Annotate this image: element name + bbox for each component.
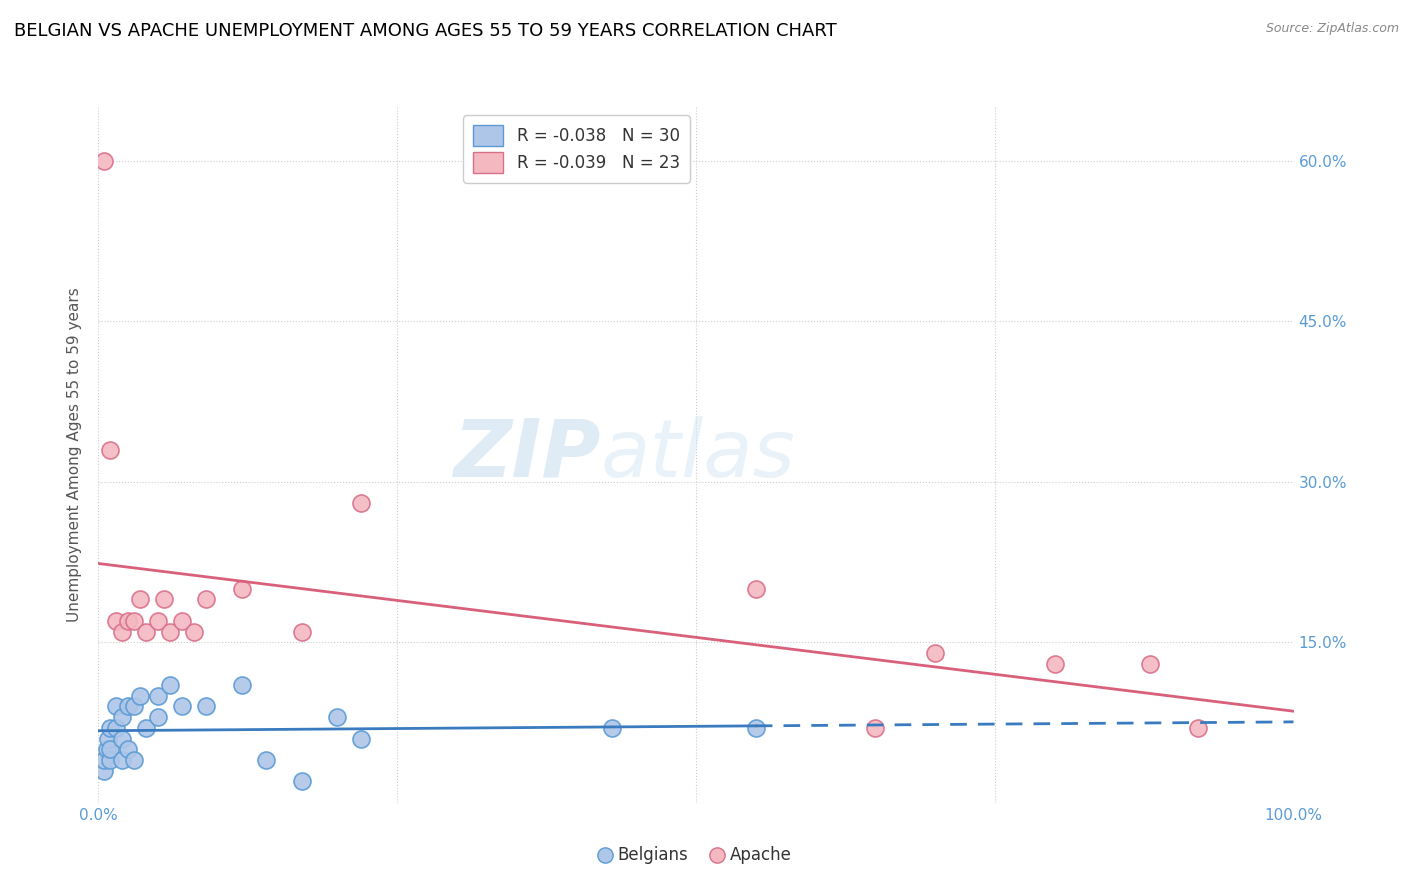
Point (117, 699, 139, 714)
Point (129, 689, 152, 703)
Point (105, 614, 128, 628)
Legend: Belgians, Apache: Belgians, Apache (593, 839, 799, 871)
Point (124, 699, 146, 714)
Point (231, 582, 253, 596)
Point (98, 742, 122, 756)
Point (350, 731, 373, 746)
Point (96, 742, 118, 756)
Point (159, 624, 181, 639)
Point (105, 721, 128, 735)
Point (129, 592, 152, 607)
Point (602, 721, 624, 735)
Point (111, 624, 134, 639)
Point (124, 614, 146, 628)
Point (98, 442, 122, 457)
Point (153, 592, 176, 607)
Point (135, 624, 157, 639)
Text: Source: ZipAtlas.com: Source: ZipAtlas.com (1265, 22, 1399, 36)
Point (98, 721, 122, 735)
Point (148, 614, 170, 628)
Point (135, 721, 157, 735)
Point (172, 699, 194, 714)
Point (93, 764, 115, 778)
Point (93, 753, 115, 767)
Point (98, 753, 122, 767)
Point (117, 742, 139, 756)
Point (1139, 657, 1161, 671)
Point (148, 710, 170, 724)
Point (194, 592, 218, 607)
Point (117, 614, 139, 628)
Point (254, 753, 277, 767)
Point (105, 699, 128, 714)
Point (745, 582, 768, 596)
Point (111, 731, 134, 746)
Point (231, 678, 253, 692)
Point (159, 678, 181, 692)
Point (745, 721, 768, 735)
Point (863, 721, 887, 735)
Point (194, 699, 218, 714)
Point (1187, 721, 1209, 735)
Point (183, 624, 205, 639)
Point (350, 496, 373, 510)
Y-axis label: Unemployment Among Ages 55 to 59 years: Unemployment Among Ages 55 to 59 years (67, 287, 83, 623)
Point (1043, 657, 1066, 671)
Point (326, 710, 349, 724)
Text: BELGIAN VS APACHE UNEMPLOYMENT AMONG AGES 55 TO 59 YEARS CORRELATION CHART: BELGIAN VS APACHE UNEMPLOYMENT AMONG AGE… (14, 22, 837, 40)
Point (93, 153, 115, 168)
Point (924, 646, 946, 660)
Point (172, 614, 194, 628)
Point (291, 624, 314, 639)
Point (111, 753, 134, 767)
Text: atlas: atlas (600, 416, 796, 494)
Text: ZIP: ZIP (453, 416, 600, 494)
Point (291, 774, 314, 789)
Point (124, 753, 146, 767)
Point (97, 731, 120, 746)
Point (148, 689, 170, 703)
Point (111, 710, 134, 724)
